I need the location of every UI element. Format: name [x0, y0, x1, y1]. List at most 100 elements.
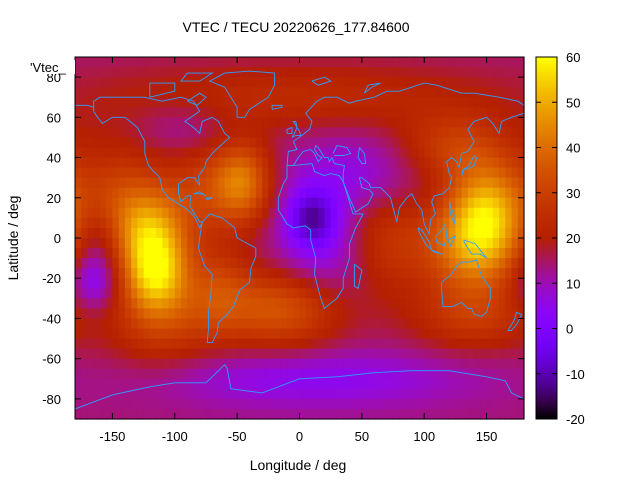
heatmap-cell: [511, 57, 519, 68]
heatmap-cell: [474, 107, 481, 118]
heatmap-cell: [393, 177, 400, 189]
heatmap-cell: [280, 107, 288, 118]
heatmap-cell: [168, 398, 176, 410]
heatmap-cell: [336, 167, 344, 179]
heatmap-cell: [517, 298, 525, 309]
heatmap-cell: [330, 127, 338, 139]
heatmap-cell: [81, 217, 89, 229]
heatmap-cell: [274, 227, 282, 239]
heatmap-cell: [87, 57, 95, 68]
heatmap-cell: [168, 268, 176, 279]
heatmap-cell: [405, 217, 413, 229]
heatmap-cell: [474, 298, 481, 309]
heatmap-cell: [93, 408, 101, 420]
heatmap-cell: [442, 127, 450, 139]
heatmap-cell: [299, 227, 307, 239]
heatmap-cell: [336, 137, 344, 149]
heatmap-cell: [187, 57, 195, 68]
heatmap-cell: [411, 147, 419, 159]
heatmap-cell: [455, 408, 463, 420]
coastline: [193, 191, 207, 197]
heatmap-cell: [386, 288, 394, 299]
heatmap-cell: [499, 217, 506, 229]
heatmap-cell: [162, 167, 170, 179]
heatmap-cell: [280, 97, 288, 108]
heatmap-cell: [467, 187, 475, 199]
heatmap-cell: [243, 308, 251, 320]
heatmap-cell: [106, 187, 114, 199]
heatmap-cell: [511, 157, 519, 169]
heatmap-cell: [305, 197, 313, 209]
heatmap-cell: [343, 318, 350, 330]
heatmap-cell: [361, 348, 369, 360]
heatmap-cell: [355, 167, 363, 179]
heatmap-cell: [193, 318, 201, 330]
heatmap-cell: [311, 328, 319, 340]
heatmap-cell: [461, 388, 469, 400]
heatmap-cell: [205, 127, 213, 139]
heatmap-cell: [218, 408, 226, 420]
heatmap-cell: [480, 107, 488, 118]
heatmap-cell: [455, 368, 463, 380]
heatmap-cell: [386, 167, 394, 179]
heatmap-cell: [149, 197, 157, 209]
heatmap-cell: [287, 278, 294, 289]
heatmap-cell: [212, 167, 220, 179]
heatmap-cell: [380, 408, 388, 420]
heatmap-cell: [187, 137, 195, 149]
heatmap-cell: [249, 107, 257, 118]
heatmap-cell: [299, 388, 307, 400]
heatmap-cell: [318, 227, 326, 239]
heatmap-cell: [93, 358, 101, 370]
heatmap-cell: [461, 368, 469, 380]
heatmap-cell: [411, 227, 419, 239]
heatmap-cell: [393, 117, 400, 128]
heatmap-cell: [149, 67, 157, 78]
heatmap-cell: [243, 258, 251, 269]
heatmap-cell: [93, 308, 101, 320]
heatmap-cell: [212, 278, 220, 289]
heatmap-cell: [393, 107, 400, 118]
heatmap-cell: [293, 57, 301, 68]
heatmap-cell: [81, 278, 89, 289]
heatmap-cell: [237, 137, 244, 149]
heatmap-cell: [199, 217, 207, 229]
heatmap-cell: [181, 67, 188, 78]
heatmap-cell: [349, 87, 357, 98]
heatmap-cell: [81, 207, 89, 219]
heatmap-cell: [424, 197, 432, 209]
heatmap-cell: [430, 398, 438, 410]
heatmap-cell: [492, 187, 500, 199]
heatmap-cell: [355, 227, 363, 239]
heatmap-cell: [386, 117, 394, 128]
heatmap-cell: [255, 238, 263, 249]
heatmap-cell: [118, 167, 126, 179]
heatmap-cell: [430, 167, 438, 179]
heatmap-cell: [99, 57, 107, 68]
heatmap-cell: [224, 358, 232, 370]
heatmap-cell: [187, 117, 195, 128]
heatmap-cell: [424, 258, 432, 269]
heatmap-cell: [280, 127, 288, 139]
heatmap-cell: [262, 137, 269, 149]
heatmap-cell: [449, 117, 457, 128]
heatmap-cell: [118, 248, 126, 259]
heatmap-cell: [467, 167, 475, 179]
heatmap-cell: [212, 207, 220, 219]
heatmap-cell: [174, 117, 182, 128]
heatmap-cell: [517, 227, 525, 239]
heatmap-cell: [262, 318, 269, 330]
heatmap-cell: [262, 288, 269, 299]
heatmap-cell: [318, 328, 326, 340]
heatmap-cell: [293, 258, 301, 269]
heatmap-cell: [143, 388, 151, 400]
heatmap-cell: [106, 147, 114, 159]
heatmap-cell: [118, 368, 126, 380]
heatmap-cell: [255, 187, 263, 199]
heatmap-cell: [156, 298, 163, 309]
heatmap-cell: [368, 258, 375, 269]
heatmap-cell: [505, 318, 513, 330]
heatmap-cell: [324, 57, 332, 68]
heatmap-cell: [81, 338, 89, 350]
heatmap-cell: [393, 308, 400, 320]
